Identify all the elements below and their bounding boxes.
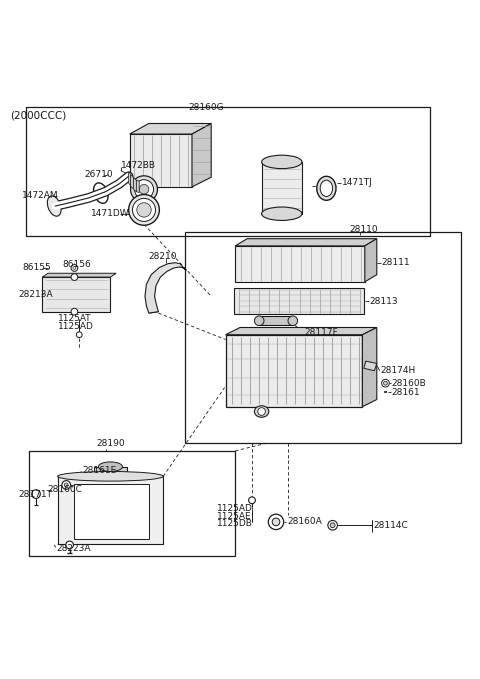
Text: 1125AT: 1125AT [58,314,91,323]
Text: 28160B: 28160B [392,379,426,388]
Circle shape [249,497,255,504]
Text: 1125AE: 1125AE [217,512,252,521]
Circle shape [384,382,387,385]
Polygon shape [192,124,211,187]
Ellipse shape [320,180,333,196]
Ellipse shape [288,316,298,325]
Polygon shape [226,327,377,335]
Polygon shape [235,239,377,246]
Polygon shape [262,162,302,214]
Text: 28223A: 28223A [57,544,91,553]
Polygon shape [145,263,186,313]
Text: 28161E: 28161E [83,466,117,475]
Circle shape [73,267,76,270]
Text: 86155: 86155 [22,263,51,272]
Ellipse shape [254,316,264,325]
Polygon shape [129,172,131,186]
Ellipse shape [317,177,336,200]
Circle shape [62,481,71,490]
Ellipse shape [254,406,269,418]
Text: 28210: 28210 [149,253,177,261]
Text: 28190: 28190 [96,439,125,448]
Ellipse shape [58,471,163,481]
Polygon shape [42,273,116,277]
Polygon shape [130,134,192,187]
Ellipse shape [258,407,265,416]
Text: 28114C: 28114C [373,521,408,530]
Bar [26,107,430,236]
Ellipse shape [129,195,159,225]
Text: 28111: 28111 [382,258,410,268]
Text: 86156: 86156 [62,259,91,269]
Polygon shape [362,327,377,407]
Circle shape [66,541,73,549]
Text: 28160G: 28160G [189,103,224,112]
Circle shape [328,521,337,530]
Polygon shape [131,175,133,189]
Text: 1472BB: 1472BB [121,161,156,170]
Text: 26710: 26710 [84,170,113,179]
Polygon shape [365,239,377,282]
Polygon shape [364,361,377,371]
Polygon shape [58,476,163,543]
Ellipse shape [98,462,122,471]
Circle shape [32,490,40,498]
Text: 28110: 28110 [349,225,378,234]
Circle shape [382,380,389,387]
Text: 28161: 28161 [392,388,420,397]
Ellipse shape [134,180,154,199]
Polygon shape [226,335,362,407]
Text: 28160C: 28160C [47,485,82,494]
Text: 28174H: 28174H [381,366,416,375]
Circle shape [330,523,335,528]
Polygon shape [133,178,136,191]
Text: 1125DB: 1125DB [217,519,253,528]
Text: 1472AM: 1472AM [22,191,58,200]
Text: 1471TJ: 1471TJ [342,178,372,187]
Ellipse shape [139,185,149,194]
Polygon shape [74,483,149,538]
Ellipse shape [132,198,156,221]
Polygon shape [235,246,365,282]
Text: 28113: 28113 [370,297,398,306]
Circle shape [272,518,280,526]
Text: 28160A: 28160A [287,517,322,526]
Circle shape [64,483,68,487]
Text: 1125AD: 1125AD [217,504,253,513]
Ellipse shape [131,176,157,203]
Text: 28117F: 28117F [305,328,338,337]
Bar [185,232,461,443]
Polygon shape [94,466,127,476]
Polygon shape [136,180,139,193]
Text: (2000CCC): (2000CCC) [11,110,67,120]
Text: 28213A: 28213A [18,290,53,299]
Text: 1125AD: 1125AD [58,322,94,331]
Circle shape [76,332,82,337]
Ellipse shape [262,155,302,168]
Circle shape [71,274,78,280]
Polygon shape [42,277,110,312]
Ellipse shape [48,196,61,216]
Ellipse shape [137,203,151,217]
Polygon shape [130,124,211,134]
Text: 28171T: 28171T [18,490,52,498]
Circle shape [71,265,78,272]
Ellipse shape [262,207,302,221]
Text: 1471DW: 1471DW [91,209,130,218]
Bar [29,451,235,557]
Circle shape [268,514,284,530]
Circle shape [71,308,78,315]
Polygon shape [259,316,293,325]
Polygon shape [234,288,364,314]
